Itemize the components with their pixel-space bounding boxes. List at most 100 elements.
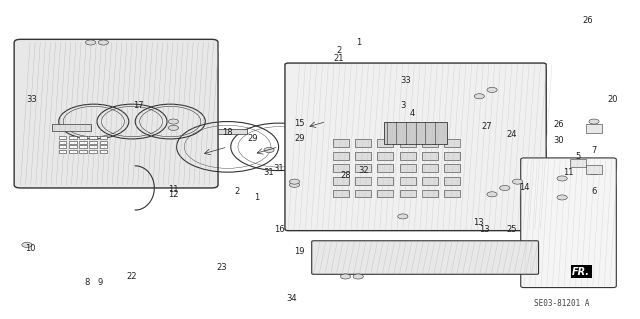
Circle shape <box>557 176 567 181</box>
Bar <box>378 152 394 160</box>
Bar <box>79 141 87 144</box>
Text: 14: 14 <box>518 183 529 192</box>
Bar <box>399 189 415 197</box>
Bar <box>399 164 415 172</box>
Text: 16: 16 <box>275 225 285 234</box>
Bar <box>100 145 107 148</box>
Text: 27: 27 <box>482 122 492 131</box>
Text: 7: 7 <box>591 145 596 154</box>
Bar <box>355 139 371 147</box>
FancyBboxPatch shape <box>521 158 616 287</box>
Text: 11: 11 <box>563 168 574 177</box>
Circle shape <box>289 182 300 187</box>
Bar <box>69 150 77 153</box>
Bar <box>422 189 438 197</box>
Bar <box>570 159 586 167</box>
Text: 31: 31 <box>273 165 284 174</box>
Text: 21: 21 <box>334 54 344 63</box>
Text: 29: 29 <box>294 134 305 144</box>
Bar <box>378 164 394 172</box>
Text: 9: 9 <box>97 278 103 287</box>
Circle shape <box>289 179 300 184</box>
Bar <box>100 136 107 139</box>
Text: 26: 26 <box>582 16 593 25</box>
Text: 17: 17 <box>133 101 144 110</box>
Text: 18: 18 <box>222 128 233 137</box>
Circle shape <box>168 119 179 124</box>
Bar <box>586 165 602 174</box>
Bar <box>218 129 246 134</box>
Bar <box>79 145 87 148</box>
Bar <box>422 152 438 160</box>
Text: 6: 6 <box>591 187 596 196</box>
Circle shape <box>589 119 599 124</box>
Bar <box>90 136 97 139</box>
Bar <box>378 189 394 197</box>
Circle shape <box>557 195 567 200</box>
Circle shape <box>86 40 96 45</box>
Text: 19: 19 <box>294 247 305 256</box>
Circle shape <box>487 192 497 197</box>
Text: 13: 13 <box>479 225 490 234</box>
Circle shape <box>353 274 364 279</box>
Text: 34: 34 <box>286 294 296 303</box>
Bar <box>79 150 87 153</box>
Bar <box>444 139 460 147</box>
Text: 33: 33 <box>401 76 412 85</box>
Circle shape <box>474 94 484 99</box>
Bar <box>444 189 460 197</box>
Text: 15: 15 <box>294 119 305 128</box>
Bar <box>59 145 67 148</box>
Text: 31: 31 <box>264 168 275 177</box>
Bar <box>399 177 415 185</box>
Bar <box>333 139 349 147</box>
Text: 13: 13 <box>473 218 483 227</box>
Bar <box>100 150 107 153</box>
Text: 11: 11 <box>168 185 179 194</box>
Bar <box>69 141 77 144</box>
Circle shape <box>500 185 510 190</box>
Bar <box>333 152 349 160</box>
Bar <box>59 136 67 139</box>
Bar <box>384 122 447 144</box>
Circle shape <box>589 170 599 175</box>
Bar <box>355 152 371 160</box>
Text: FR.: FR. <box>572 266 590 277</box>
Bar <box>100 141 107 144</box>
Bar <box>52 124 91 131</box>
Text: 25: 25 <box>506 225 516 234</box>
Text: 24: 24 <box>506 130 516 139</box>
Text: 20: 20 <box>608 95 618 104</box>
Text: 8: 8 <box>84 278 90 287</box>
Bar <box>333 189 349 197</box>
Bar <box>59 150 67 153</box>
Bar <box>444 152 460 160</box>
Bar <box>333 164 349 172</box>
Bar <box>90 141 97 144</box>
Bar <box>69 145 77 148</box>
Text: SE03-81201 A: SE03-81201 A <box>534 299 590 308</box>
Text: 29: 29 <box>248 134 259 144</box>
Text: 28: 28 <box>340 171 351 180</box>
Bar <box>355 164 371 172</box>
Text: 3: 3 <box>400 101 406 110</box>
Text: 23: 23 <box>216 263 227 271</box>
Bar <box>586 124 602 133</box>
Bar <box>422 164 438 172</box>
Bar <box>79 136 87 139</box>
Text: 30: 30 <box>554 136 564 145</box>
Text: 32: 32 <box>358 166 369 175</box>
Text: 22: 22 <box>127 272 137 281</box>
Bar <box>69 136 77 139</box>
Circle shape <box>264 147 274 152</box>
Bar <box>378 139 394 147</box>
Text: 33: 33 <box>26 95 36 104</box>
Text: 2: 2 <box>337 46 342 55</box>
FancyBboxPatch shape <box>285 63 546 231</box>
Circle shape <box>99 40 108 45</box>
FancyBboxPatch shape <box>312 241 539 274</box>
Bar <box>355 177 371 185</box>
Text: 5: 5 <box>575 152 580 161</box>
Bar <box>59 141 67 144</box>
Text: 2: 2 <box>234 187 240 196</box>
